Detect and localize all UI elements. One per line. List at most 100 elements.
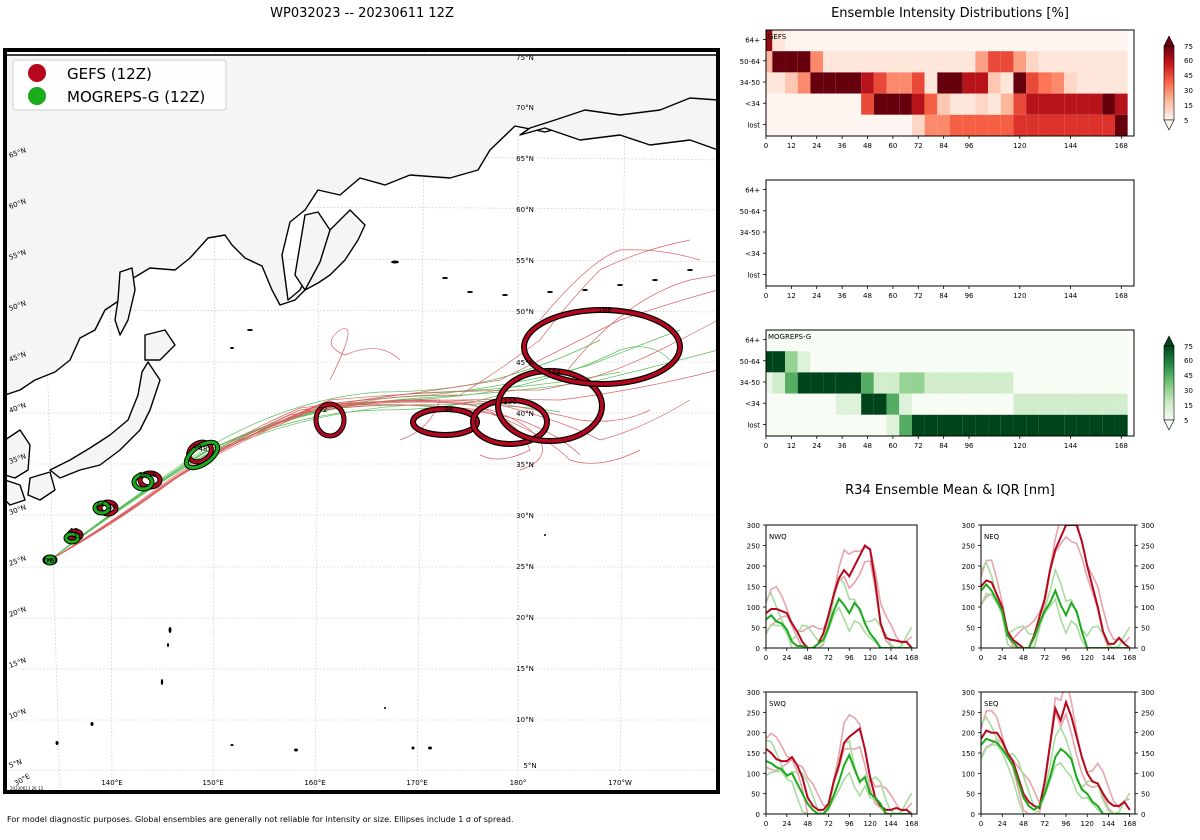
r34-x-tick: 96 (1062, 654, 1071, 662)
heatmap-cell (1051, 351, 1065, 373)
heatmap-cell (975, 51, 989, 73)
lon-label: 160°E (304, 779, 325, 787)
r34-x-tick: 72 (1040, 820, 1049, 828)
heatmap-cell (1051, 51, 1065, 73)
heatmap-category-label: 50-64 (740, 58, 761, 66)
heatmap-cell (899, 72, 912, 94)
r34-y-tick: 300 (962, 689, 975, 697)
heatmap-cell (1013, 51, 1027, 73)
heatmap-cell (975, 114, 989, 136)
heatmap-cell (911, 114, 925, 136)
heatmap-cell (766, 351, 773, 373)
heatmap-cell (873, 372, 887, 394)
r34-mean-line-mogreps-g (766, 752, 912, 814)
cbar-tick: 75 (1184, 43, 1193, 51)
r34-y-tick: 250 (962, 543, 975, 551)
heatmap-x-tick: 120 (1013, 142, 1026, 150)
heatmap-cell (848, 114, 862, 136)
heatmap-cell (1114, 351, 1128, 373)
map-legend: GEFS (12Z) MOGREPS-G (12Z) (12, 59, 227, 111)
heatmap-cell (1026, 51, 1039, 73)
heatmap-cell (950, 114, 963, 136)
heatmap-cell (810, 114, 824, 136)
heatmap-cell (1000, 72, 1014, 94)
heatmap-cell (835, 393, 849, 415)
heatmap-cell (873, 393, 887, 415)
heatmap-cell (1076, 372, 1090, 394)
r34-quadrant-label: SEQ (984, 700, 999, 708)
footnote: For model diagnostic purposes. Global en… (7, 815, 514, 824)
heatmap-cell (1038, 114, 1052, 136)
heatmap-cell (1013, 372, 1027, 394)
heatmap-cell (823, 30, 836, 52)
heatmap-cell (1089, 330, 1103, 352)
r34-panel-swq: SWQ 0 50 100 150 200 250 300 0 24 48 72 96 120 144 168 (747, 689, 919, 828)
lat-label: 25°N (516, 563, 534, 571)
heatmap-x-tick: 24 (812, 142, 821, 150)
heatmap-cell (924, 372, 938, 394)
lat-label: 5°N (523, 762, 536, 770)
heatmap-cell (823, 351, 836, 373)
heatmap-frame (765, 329, 1135, 437)
heatmap-x-tick: 12 (787, 142, 796, 150)
heatmap-x-tick: 84 (939, 292, 948, 300)
heatmap-panel-label: MOGREPS-G (768, 333, 811, 341)
r34-mean-line-mogreps-g (766, 596, 912, 648)
heatmap-x-tick: 72 (914, 442, 923, 450)
lat-label: 45°N (516, 359, 534, 367)
heatmap-cell (1076, 51, 1090, 73)
heatmap-cell (848, 393, 862, 415)
heatmap-cell (1089, 93, 1103, 115)
heatmap-x-tick: 60 (888, 442, 897, 450)
mog-label-0: 0 (44, 557, 48, 565)
r34-quadrant-label: SWQ (769, 700, 786, 708)
intensity-panel-0: GEFS 64+ 50-64 34-50 <34 lost 0 12 24 36 48 60 72 84 9… (740, 29, 1135, 150)
r34-y-tick: 100 (962, 770, 975, 778)
lat-label: 55°N (516, 257, 534, 265)
heatmap-category-label: <34 (745, 400, 760, 408)
heatmap-cell (962, 72, 976, 94)
heatmap-cell (937, 30, 950, 52)
r34-mean-line-mogreps-g (981, 737, 1130, 814)
r34-y-tick: 100 (962, 604, 975, 612)
heatmap-cell (766, 330, 773, 352)
heatmap-cell (886, 93, 900, 115)
heatmap-cell (937, 393, 950, 415)
r34-x-tick: 120 (863, 654, 876, 662)
r34-x-tick: 120 (863, 820, 876, 828)
heatmap-cell (962, 372, 976, 394)
heatmap-cell (823, 93, 836, 115)
heatmap-cell (848, 93, 862, 115)
heatmap-cell (772, 72, 786, 94)
r34-x-tick: 0 (979, 820, 983, 828)
heatmap-cell (950, 51, 963, 73)
heatmap-cell (1114, 414, 1128, 436)
heatmap-x-tick: 12 (787, 442, 796, 450)
lon-labels: 140°E 150°E 160°E 170°E 180° 170°W (101, 779, 632, 787)
heatmap-cell (1026, 372, 1039, 394)
heatmap-cell (899, 93, 912, 115)
heatmap-cell (1089, 30, 1103, 52)
gefs-ellipses (42, 307, 683, 566)
heatmap-cell (848, 30, 862, 52)
heatmap-cell (962, 51, 976, 73)
heatmap-category-label: 50-64 (740, 208, 761, 216)
r34-y-tick-right: 200 (1141, 563, 1154, 571)
heatmap-cell (766, 51, 773, 73)
intensity-title: Ensemble Intensity Distributions [%] (831, 6, 1069, 21)
heatmap-cell (772, 114, 786, 136)
cbar-tick: 30 (1184, 387, 1193, 395)
colorbar-ticks-gefs: 75 60 45 30 15 5 (1184, 43, 1193, 125)
heatmap-cell (1051, 414, 1065, 436)
heatmap-cell (950, 351, 963, 373)
heatmap-cell (975, 72, 989, 94)
map-frame (3, 48, 720, 794)
r34-x-tick: 48 (803, 654, 812, 662)
r34-y-tick-right: 0 (1141, 811, 1145, 819)
heatmap-cell (988, 114, 1001, 136)
heatmap-category-label: lost (747, 121, 760, 129)
map-title: WP032023 -- 20230611 12Z (270, 6, 454, 21)
r34-y-tick: 300 (962, 522, 975, 530)
r34-x-tick: 120 (1081, 820, 1094, 828)
